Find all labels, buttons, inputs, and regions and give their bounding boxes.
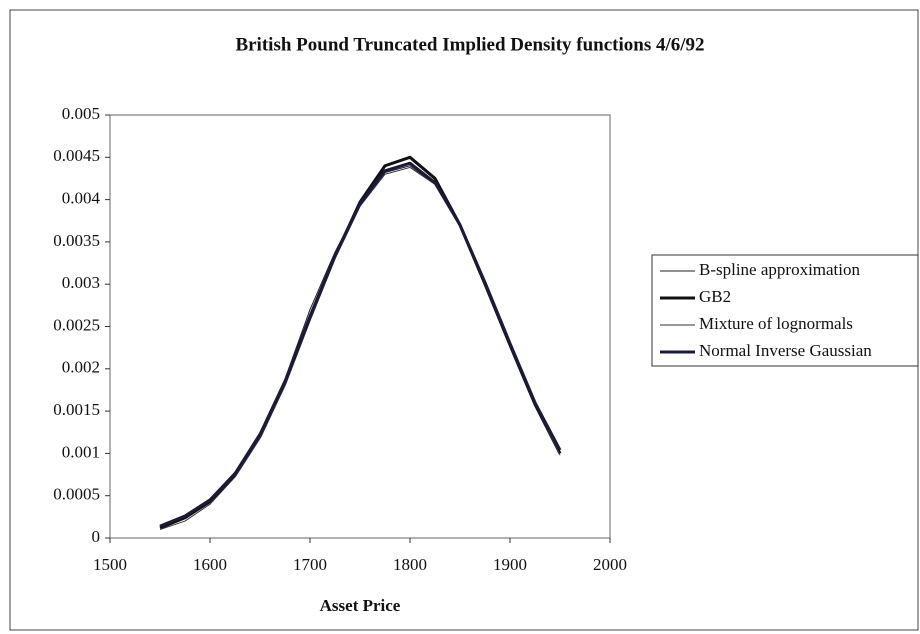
legend-label: Normal Inverse Gaussian: [699, 341, 872, 360]
series-line: [159, 161, 562, 528]
series-line: [159, 165, 561, 526]
y-tick-label: 0.004: [62, 189, 101, 208]
series-line: [159, 155, 562, 530]
legend-label: Mixture of lognormals: [699, 314, 853, 333]
y-tick-label: 0.001: [62, 442, 100, 461]
y-tick-label: 0.0035: [53, 231, 100, 250]
x-tick-label: 1600: [193, 555, 227, 574]
legend-label: GB2: [699, 287, 731, 306]
x-tick-label: 1900: [493, 555, 527, 574]
y-tick-label: 0.002: [62, 358, 100, 377]
legend-box: [651, 254, 919, 367]
x-tick-label: 1700: [293, 555, 327, 574]
x-tick-label: 1500: [93, 555, 127, 574]
series-line: [159, 166, 561, 531]
plot-frame: [109, 114, 611, 539]
y-tick-label: 0: [92, 527, 101, 546]
y-tick-label: 0.005: [62, 104, 100, 123]
y-tick-label: 0.0005: [53, 485, 100, 504]
y-tick-label: 0.0045: [53, 146, 100, 165]
y-tick-label: 0.003: [62, 273, 100, 292]
x-tick-label: 1800: [393, 555, 427, 574]
x-axis-label: Asset Price: [320, 596, 401, 615]
y-tick-label: 0.0015: [53, 400, 100, 419]
x-tick-label: 2000: [593, 555, 627, 574]
legend-label: B-spline approximation: [699, 260, 861, 279]
chart-title: British Pound Truncated Implied Density …: [235, 34, 704, 55]
y-tick-label: 0.0025: [53, 315, 100, 334]
